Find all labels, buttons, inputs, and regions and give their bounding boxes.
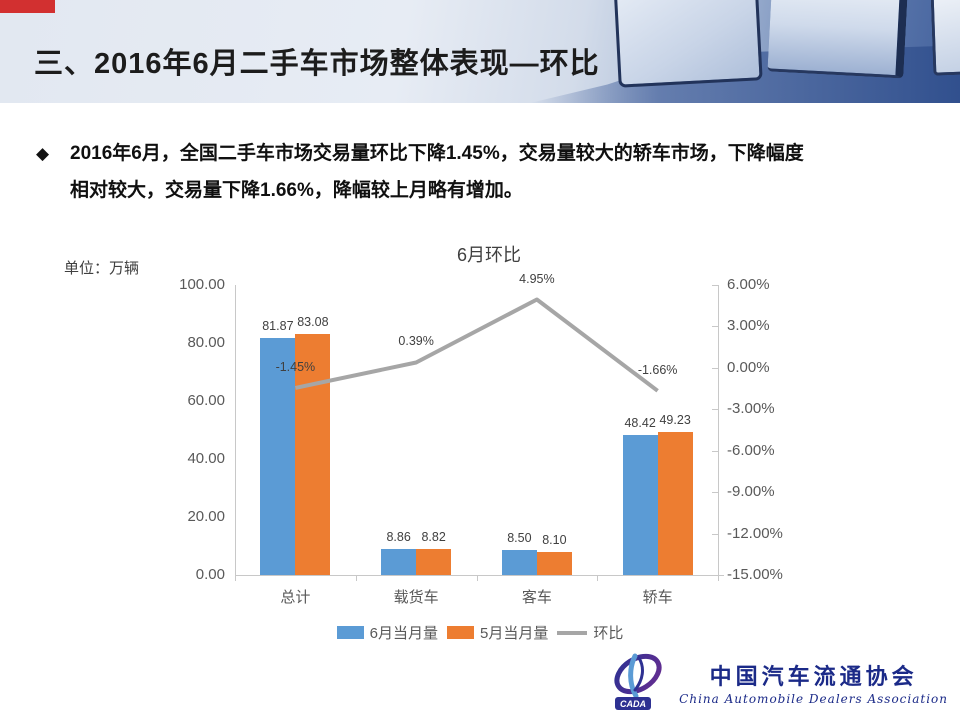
line-point-label: 4.95%: [519, 271, 555, 286]
left-axis-tick-label: 20.00: [187, 508, 225, 525]
unit-label: 单位：万辆: [64, 260, 140, 277]
category-label: 载货车: [393, 589, 439, 606]
bar-5月当月量-客车: [536, 551, 572, 575]
decorative-cube-icon: [767, 0, 909, 79]
organization-logo: CADA 中国汽车流通协会 China Automobile Dealers A…: [605, 650, 948, 714]
right-axis-tick: [712, 450, 718, 452]
right-axis-tick: [712, 492, 718, 494]
right-axis-tick: [712, 326, 718, 328]
category-label: 客车: [521, 589, 552, 606]
bar-value-label: 8.82: [421, 530, 446, 545]
summary-line-1: 2016年6月，全国二手车市场交易量环比下降1.45%，交易量较大的轿车市场，下…: [70, 143, 804, 164]
decorative-cube-icon: [930, 0, 960, 76]
legend-item: 5月当月量: [446, 622, 549, 643]
x-axis-tick: [597, 575, 599, 581]
bar-value-label: 48.42: [624, 415, 656, 430]
chart-legend: 6月当月量 5月当月量 环比: [0, 622, 960, 643]
bar-6月当月量-总计: [260, 337, 296, 575]
right-axis-tick-label: 3.00%: [727, 317, 770, 335]
legend-line-swatch-icon: [557, 630, 588, 635]
line-point-label: 0.39%: [398, 334, 434, 349]
bar-value-label: 49.23: [659, 413, 691, 428]
legend-label: 环比: [593, 625, 624, 642]
chart-title: 6月环比: [456, 245, 521, 265]
ratio-line: [294, 297, 659, 393]
bar-5月当月量-轿车: [657, 432, 693, 575]
x-axis-line: [235, 575, 724, 576]
page-title: 三、2016年6月二手车市场整体表现—环比: [34, 48, 600, 80]
legend-item: 环比: [557, 622, 623, 643]
right-axis-tick: [712, 367, 718, 369]
red-corner-mark: [0, 0, 55, 13]
legend-label: 5月当月量: [479, 625, 549, 642]
x-axis-tick: [235, 575, 236, 581]
left-axis-tick-label: 100.00: [179, 276, 225, 293]
decorative-cube-icon: [613, 0, 763, 88]
right-axis-tick-label: -3.00%: [727, 400, 775, 418]
legend-color-swatch-icon: [336, 626, 364, 639]
legend-color-swatch-icon: [446, 626, 474, 639]
right-axis-tick-label: -15.00%: [727, 566, 783, 583]
category-label: 总计: [280, 589, 311, 606]
right-axis-line: [718, 285, 719, 575]
logo-chinese-name: 中国汽车流通协会: [709, 663, 918, 689]
line-point-label: -1.66%: [637, 362, 678, 377]
bar-6月当月量-轿车: [622, 434, 658, 575]
logo-english-name: China Automobile Dealers Association: [679, 691, 948, 706]
bar-value-label: 8.10: [542, 532, 567, 547]
left-axis-tick-label: 60.00: [187, 392, 225, 409]
bar-value-label: 81.87: [262, 318, 294, 333]
right-axis-tick-label: 0.00%: [727, 358, 770, 376]
bar-value-label: 8.50: [507, 531, 532, 546]
left-axis-tick-label: 80.00: [187, 334, 225, 351]
left-axis-line: [235, 285, 236, 575]
bar-value-label: 83.08: [297, 315, 329, 330]
right-axis-tick-label: -6.00%: [727, 441, 775, 459]
line-point-label: -1.45%: [275, 359, 316, 374]
diamond-bullet-icon: ◆: [36, 144, 50, 163]
x-axis-tick: [718, 575, 719, 581]
right-axis-tick-label: -12.00%: [727, 524, 783, 542]
right-axis-tick-label: 6.00%: [727, 276, 770, 293]
svg-text:CADA: CADA: [620, 699, 646, 709]
bar-6月当月量-客车: [501, 550, 537, 575]
right-axis-tick: [712, 409, 718, 411]
right-axis-tick: [712, 575, 718, 576]
header-banner: 三、2016年6月二手车市场整体表现—环比: [0, 0, 960, 103]
bar-5月当月量-载货车: [416, 549, 452, 575]
summary-paragraph: ◆ 2016年6月，全国二手车市场交易量环比下降1.45%，交易量较大的轿车市场…: [36, 135, 926, 209]
x-axis-tick: [476, 575, 478, 581]
right-axis-tick: [712, 285, 718, 286]
left-axis-tick-label: 0.00: [195, 566, 225, 583]
category-label: 轿车: [642, 589, 673, 606]
bar-value-label: 8.86: [386, 530, 411, 545]
legend-item: 6月当月量: [336, 622, 438, 643]
x-axis-tick: [355, 575, 357, 581]
right-axis-tick: [712, 533, 718, 535]
right-axis-tick-label: -9.00%: [727, 483, 775, 501]
bar-6月当月量-载货车: [381, 549, 417, 575]
cada-emblem-icon: CADA: [614, 653, 662, 710]
summary-line-2: 相对较大，交易量下降1.66%，降幅较上月略有增加。: [70, 180, 523, 201]
legend-label: 6月当月量: [369, 625, 438, 642]
left-axis-tick-label: 40.00: [187, 450, 225, 467]
